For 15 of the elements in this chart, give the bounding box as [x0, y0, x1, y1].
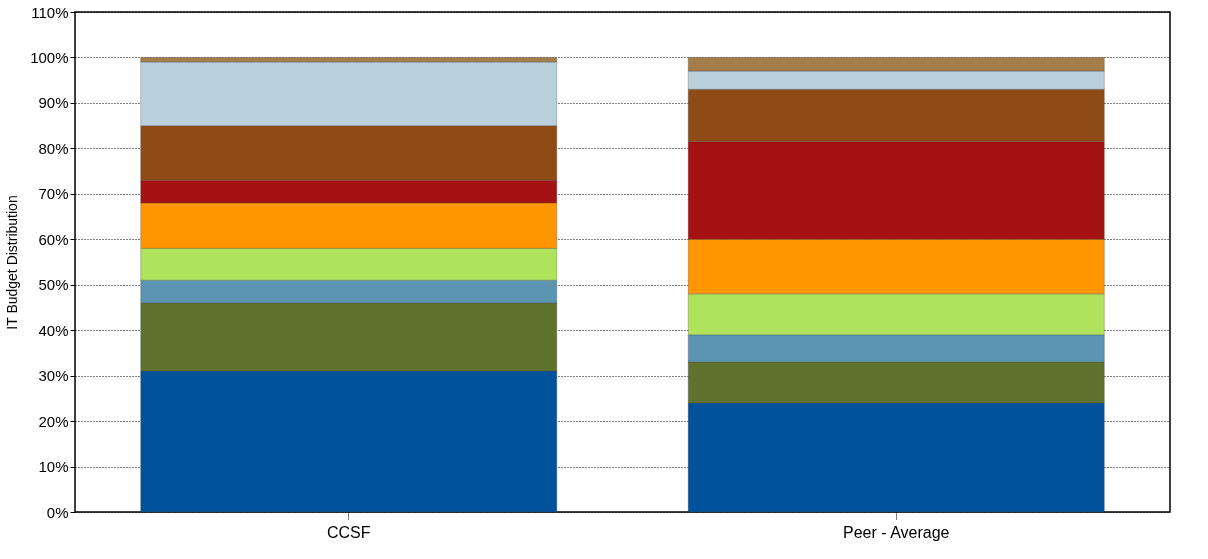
y-tick-label: 50% [38, 276, 69, 294]
y-tick-label: 70% [38, 185, 69, 203]
y-tick-label: 100% [30, 48, 69, 66]
y-tick-label: 40% [38, 321, 69, 339]
y-tick-label: 110% [31, 3, 69, 21]
y-tick-label: 80% [38, 139, 69, 157]
y-axis-title: IT Budget Distribution [4, 195, 21, 330]
y-tick-label: 0% [46, 503, 69, 521]
y-tick-label: 10% [38, 458, 69, 476]
y-tick-label: 20% [38, 412, 69, 430]
y-tick-label: 60% [38, 230, 69, 248]
y-tick-label: 90% [38, 94, 69, 112]
y-tick-label: 30% [38, 367, 69, 385]
x-tick-label: Peer - Average [843, 523, 950, 541]
x-tick-label: CCSF [326, 523, 371, 541]
